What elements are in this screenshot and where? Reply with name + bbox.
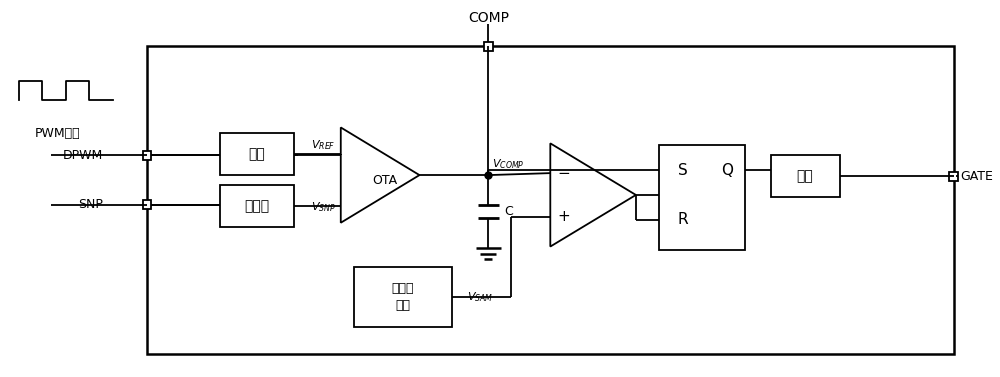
- Text: COMP: COMP: [468, 11, 509, 25]
- Text: SNP: SNP: [78, 198, 103, 211]
- Text: 控制: 控制: [248, 147, 265, 161]
- Text: +: +: [558, 209, 570, 224]
- Text: $V_{REF}$: $V_{REF}$: [311, 138, 336, 152]
- Bar: [949, 172, 958, 181]
- Bar: [147, 46, 954, 354]
- Bar: [220, 133, 294, 175]
- Text: Q: Q: [721, 162, 733, 178]
- Bar: [659, 145, 745, 250]
- Text: PWM信号: PWM信号: [35, 127, 80, 140]
- Text: $V_{SAM}$: $V_{SAM}$: [467, 290, 493, 304]
- Bar: [354, 267, 452, 327]
- Text: 平均值: 平均值: [244, 199, 269, 213]
- Text: DPWM: DPWM: [62, 149, 103, 162]
- Bar: [484, 41, 493, 51]
- Text: S: S: [678, 162, 688, 178]
- Bar: [220, 185, 294, 227]
- Text: GATE: GATE: [961, 170, 993, 182]
- Text: $V_{SNP}$: $V_{SNP}$: [311, 200, 336, 214]
- Bar: [143, 201, 151, 209]
- Text: $V_{COMP}$: $V_{COMP}$: [492, 157, 525, 171]
- Text: R: R: [678, 212, 688, 227]
- Text: C: C: [504, 205, 513, 218]
- Text: OTA: OTA: [372, 173, 398, 187]
- Bar: [771, 155, 840, 197]
- Text: 驱动: 驱动: [797, 169, 813, 183]
- Text: −: −: [558, 166, 570, 181]
- Bar: [143, 151, 151, 160]
- Text: 斜坡发
生器: 斜坡发 生器: [391, 282, 414, 312]
